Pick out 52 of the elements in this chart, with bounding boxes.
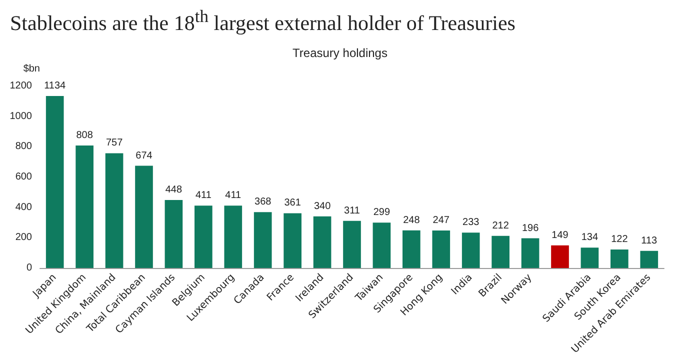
y-tick-label: 800 — [15, 141, 32, 152]
bar — [640, 250, 658, 268]
bar — [372, 222, 391, 268]
y-tick-label: 0 — [26, 262, 32, 274]
y-axis-title: $bn — [23, 64, 40, 74]
bar — [284, 213, 302, 268]
bar — [224, 206, 242, 268]
bar — [76, 145, 94, 268]
bar — [492, 236, 510, 268]
data-label: 113 — [641, 235, 658, 246]
chart-title: Stablecoins are the 18$^{th}$ largest external holder of Treasuries — [10, 6, 516, 36]
chart-subtitle: Treasury holdings — [292, 46, 388, 60]
bar — [610, 249, 628, 268]
bar — [313, 216, 332, 268]
data-label: 757 — [106, 138, 124, 149]
data-label: 1134 — [44, 80, 66, 92]
bar — [194, 206, 212, 268]
data-label: 149 — [552, 230, 569, 241]
data-label: 411 — [225, 190, 242, 202]
bar — [580, 248, 599, 268]
data-label: 134 — [581, 232, 598, 244]
bar — [135, 166, 153, 268]
bar — [105, 153, 124, 268]
data-label: 248 — [403, 214, 420, 226]
data-label: 122 — [611, 234, 628, 245]
y-tick-label: 400 — [15, 202, 32, 213]
data-label: 340 — [314, 200, 332, 212]
data-label: 808 — [76, 130, 94, 141]
bar — [521, 238, 540, 268]
bar — [432, 230, 450, 268]
data-label: 448 — [165, 184, 182, 196]
bar — [343, 220, 361, 268]
data-label: 212 — [492, 220, 510, 232]
data-label: 368 — [254, 196, 272, 208]
data-label: 247 — [432, 215, 450, 226]
data-label: 311 — [344, 205, 360, 216]
data-label: 674 — [136, 150, 153, 162]
bar — [551, 245, 569, 268]
y-tick-label: 1200 — [10, 80, 32, 92]
y-tick-label: 1000 — [10, 110, 32, 122]
bar — [254, 212, 272, 268]
bar — [46, 96, 64, 268]
bar — [402, 230, 420, 268]
data-label: 361 — [284, 198, 302, 209]
data-label: 196 — [522, 222, 540, 234]
data-label: 299 — [373, 207, 390, 218]
data-label: 411 — [195, 190, 212, 202]
data-label: 233 — [462, 217, 480, 228]
y-tick-label: 600 — [15, 172, 32, 182]
y-tick-label: 200 — [15, 232, 32, 244]
bar — [462, 232, 480, 268]
bar — [164, 200, 183, 268]
